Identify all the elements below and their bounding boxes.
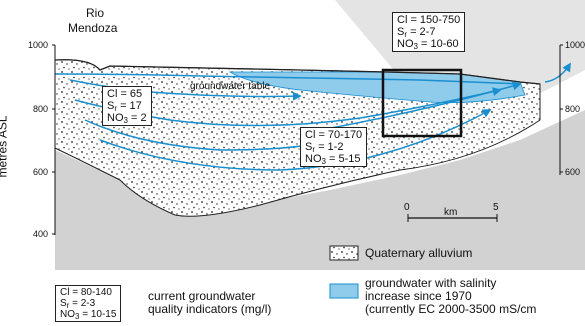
groundwater-table-line bbox=[54, 73, 521, 85]
legend-salinity-2: increase since 1970 bbox=[365, 289, 472, 303]
flow-arrow bbox=[99, 109, 492, 171]
left-tick-800: 800 bbox=[33, 104, 49, 114]
chem-cl: Cl = 150-750 bbox=[397, 14, 461, 26]
chem-sr: Sr = 2-7 bbox=[397, 26, 436, 39]
bedrock bbox=[55, 110, 585, 270]
scale-unit: km bbox=[444, 207, 458, 218]
salinity-swatch bbox=[329, 283, 359, 299]
river-line1: Rio bbox=[86, 6, 105, 20]
left-tick-600: 600 bbox=[33, 167, 49, 177]
chem-sr: Sr = 1-2 bbox=[305, 141, 344, 154]
study-area-box bbox=[381, 68, 463, 138]
chem-box-left: Cl = 65 Sr = 17 NO3 = 2 bbox=[102, 86, 152, 126]
chem-cl: Cl = 65 bbox=[107, 88, 143, 100]
y-axis-label-text: metres ASL bbox=[0, 115, 10, 178]
groundwater-table-label: groundwater table bbox=[190, 81, 271, 92]
flow-arrow bbox=[319, 81, 522, 131]
chem-cl: Cl = 70-170 bbox=[305, 129, 363, 141]
scale-zero: 0 bbox=[404, 202, 410, 213]
legend-salinity-3: (currently EC 2000-3500 mS/cm bbox=[365, 302, 537, 316]
right-tick-600: 600 bbox=[565, 167, 581, 177]
chem-no3: NO3 = 2 bbox=[107, 112, 147, 125]
flow-arrow bbox=[544, 62, 571, 83]
salinity-zone bbox=[228, 71, 526, 104]
legend-indicators-2: quality indicators (mg/l) bbox=[148, 302, 272, 316]
left-tick-1000: 1000 bbox=[28, 40, 49, 50]
legend-salinity-1: groundwater with salinity bbox=[365, 276, 497, 290]
chem-no3: NO3 = 5-15 bbox=[305, 153, 361, 166]
left-tick-400: 400 bbox=[33, 229, 49, 239]
right-tick-1000: 1000 bbox=[565, 40, 585, 50]
scale-max: 5 bbox=[493, 202, 499, 213]
river-line2: Mendoza bbox=[68, 21, 118, 35]
chem-no3: NO3 = 10-15 bbox=[60, 309, 117, 321]
river-label: Rio bbox=[86, 7, 104, 20]
alluvium-swatch bbox=[329, 245, 359, 261]
chem-no3: NO3 = 10-60 bbox=[397, 38, 459, 51]
chem-box-upper-right: Cl = 150-750 Sr = 2-7 NO3 = 10-60 bbox=[392, 12, 466, 52]
flow-arrow bbox=[69, 79, 302, 101]
y-axis-label: metres ASL bbox=[0, 115, 10, 177]
chem-cl: Cl = 80-140 bbox=[60, 287, 112, 298]
chem-box-middle: Cl = 70-170 Sr = 1-2 NO3 = 5-15 bbox=[300, 127, 368, 167]
land-surface bbox=[54, 59, 541, 85]
legend-chem-box: Cl = 80-140 Sr = 2-3 NO3 = 10-15 bbox=[55, 285, 122, 322]
legend-alluvium: Quaternary alluvium bbox=[365, 246, 473, 260]
right-tick-800: 800 bbox=[565, 104, 581, 114]
chem-sr: Sr = 2-3 bbox=[60, 298, 96, 310]
chem-sr: Sr = 17 bbox=[107, 100, 142, 113]
legend-indicators-1: current groundwater bbox=[148, 289, 256, 303]
river-label-2: Mendoza bbox=[68, 22, 117, 35]
